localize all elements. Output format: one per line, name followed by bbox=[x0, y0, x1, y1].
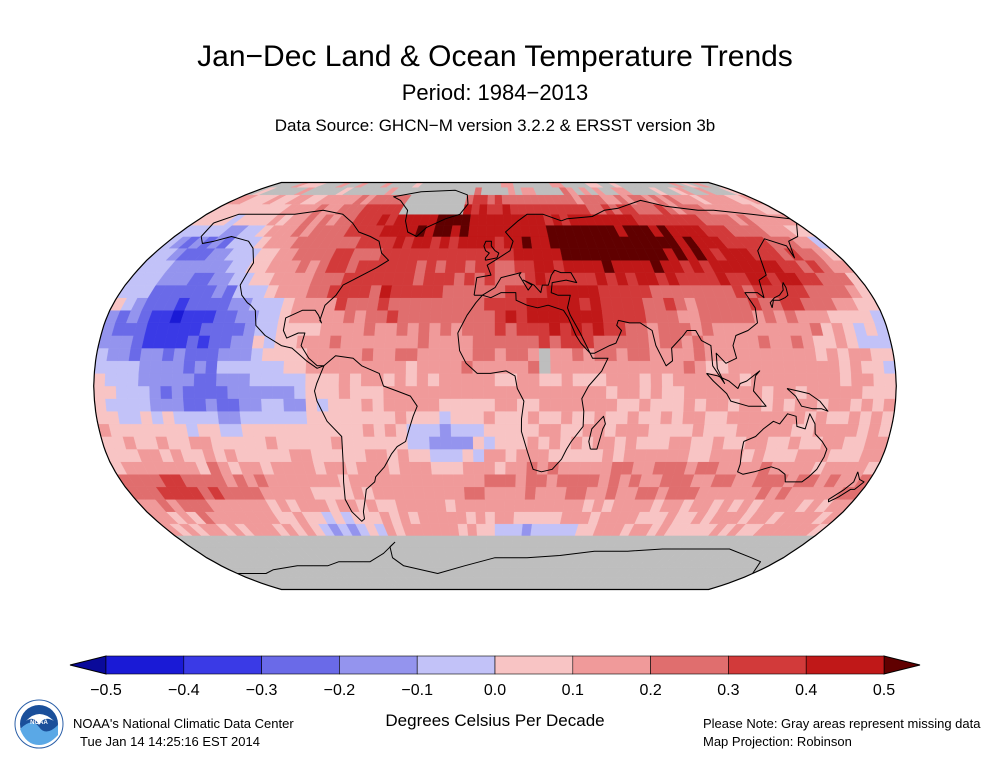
legend-swatch bbox=[105, 655, 185, 675]
legend-tick-label: 0.1 bbox=[561, 682, 584, 699]
legend-swatch bbox=[416, 655, 496, 675]
noaa-logo-text: NOAA bbox=[30, 720, 48, 726]
legend-swatch bbox=[572, 655, 651, 675]
legend-tick-label: 0.4 bbox=[795, 682, 818, 699]
legend-tick-label: 0.3 bbox=[717, 682, 740, 699]
missing-data-note: Please Note: Gray areas represent missin… bbox=[703, 716, 981, 731]
legend-tick-label: 0.2 bbox=[639, 682, 662, 699]
legend-swatch bbox=[805, 655, 885, 675]
legend-arrow-high bbox=[883, 655, 921, 675]
noaa-logo-icon: NOAA bbox=[14, 699, 64, 749]
legend-tick-label: −0.3 bbox=[245, 682, 278, 699]
legend-swatch bbox=[650, 655, 729, 675]
period-subtitle: Period: 1984−2013 bbox=[401, 80, 589, 105]
legend-tick-label: −0.2 bbox=[323, 682, 356, 699]
map-title: Jan−Dec Land & Ocean Temperature Trends bbox=[197, 40, 793, 73]
data-source-subtitle: Data Source: GHCN−M version 3.2.2 & ERSS… bbox=[274, 116, 716, 135]
legend-swatch bbox=[183, 655, 262, 675]
legend-tick-label: −0.1 bbox=[401, 682, 433, 699]
legend-tick-label: −0.4 bbox=[168, 682, 200, 699]
projection-note: Map Projection: Robinson bbox=[703, 734, 852, 749]
legend-swatch bbox=[728, 655, 807, 675]
legend-arrow-low bbox=[69, 655, 107, 675]
legend-swatch bbox=[494, 655, 574, 675]
legend-tick-label: −0.5 bbox=[90, 682, 122, 699]
legend-swatch bbox=[261, 655, 340, 675]
organization-label: NOAA's National Climatic Data Center bbox=[73, 716, 294, 731]
timestamp: Tue Jan 14 14:25:16 EST 2014 bbox=[80, 734, 260, 749]
legend-tick-label: 0.5 bbox=[872, 682, 896, 699]
legend-tick-label: 0.0 bbox=[483, 682, 507, 699]
legend-swatch bbox=[339, 655, 418, 675]
